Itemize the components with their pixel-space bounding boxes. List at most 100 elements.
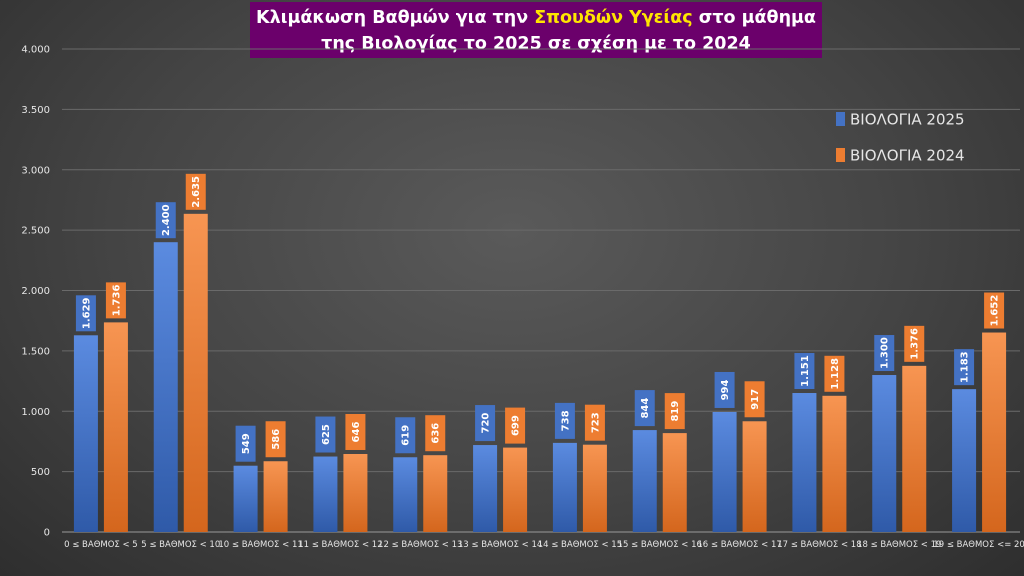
x-tick-label: 17 ≤ ΒΑΘΜΟΣ < 18 <box>777 540 861 550</box>
data-label-box <box>954 349 975 386</box>
legend-swatch <box>836 148 845 162</box>
bar-2025 <box>632 430 657 532</box>
data-label: 917 <box>750 389 761 410</box>
bars: 1.629 1.736 2.400 2.635 549 586 625 646 619 636 72… <box>73 173 1007 533</box>
data-label-box <box>345 413 366 450</box>
x-tick-label: 5 ≤ ΒΑΘΜΟΣ < 10 <box>141 540 220 550</box>
bar-2025 <box>393 457 418 532</box>
title-line1-pre: Κλιμάκωση Βαθμών για την <box>256 8 535 28</box>
x-tick-label: 0 ≤ ΒΑΘΜΟΣ < 5 <box>64 540 138 550</box>
data-label: 723 <box>590 412 601 433</box>
data-label-box <box>505 407 526 444</box>
bar-2024 <box>503 447 528 532</box>
data-label: 1.736 <box>111 285 122 317</box>
x-tick-label: 15 ≤ ΒΑΘΜΟΣ < 16 <box>618 540 702 550</box>
data-label: 994 <box>720 379 731 400</box>
bar-2025 <box>153 242 178 532</box>
data-label: 1.652 <box>990 295 1001 327</box>
y-tick-label: 4.000 <box>21 45 50 56</box>
data-label-box <box>315 416 336 453</box>
y-tick-label: 1.000 <box>21 407 50 418</box>
x-tick-label: 13 ≤ ΒΑΘΜΟΣ < 14 <box>458 540 542 550</box>
bar-2024 <box>103 322 128 532</box>
data-label-box <box>874 335 895 372</box>
bar-2024 <box>982 332 1007 532</box>
bar-2025 <box>73 335 98 532</box>
bar-2025 <box>552 442 577 532</box>
data-label: 720 <box>481 413 492 434</box>
data-label: 819 <box>670 401 681 422</box>
data-label-box <box>634 390 655 427</box>
y-tick-label: 2.000 <box>21 286 50 297</box>
x-tick-label: 19 ≤ ΒΑΘΜΟΣ <= 20 <box>933 540 1024 550</box>
data-label: 2.400 <box>161 204 172 236</box>
y-tick-label: 3.500 <box>21 105 50 116</box>
data-label-box <box>155 202 176 239</box>
data-label-box <box>75 295 96 332</box>
bar-2025 <box>872 375 897 532</box>
data-label-box <box>235 425 256 462</box>
bar-2025 <box>952 389 977 532</box>
y-tick-label: 500 <box>31 467 50 478</box>
x-tick-label: 12 ≤ ΒΑΘΜΟΣ < 13 <box>378 540 462 550</box>
data-label-box <box>904 325 925 362</box>
bar-2025 <box>313 456 338 532</box>
data-label: 1.128 <box>830 358 841 390</box>
title-line1-post: στο μάθημα <box>692 8 816 28</box>
bar-2025 <box>233 465 258 532</box>
data-label: 1.376 <box>910 328 921 360</box>
y-tick-label: 1.500 <box>21 346 50 357</box>
data-label: 646 <box>351 422 362 443</box>
bar-2024 <box>822 395 847 532</box>
bar-2024 <box>662 433 687 532</box>
gridlines <box>62 48 1020 533</box>
data-label: 738 <box>560 410 571 431</box>
x-tick-label: 11 ≤ ΒΑΘΜΟΣ < 12 <box>298 540 382 550</box>
data-label: 1.300 <box>880 337 891 369</box>
bar-2024 <box>742 421 767 532</box>
bar-2024 <box>902 365 927 532</box>
x-tick-label: 18 ≤ ΒΑΘΜΟΣ < 19 <box>857 540 941 550</box>
x-tick-label: 14 ≤ ΒΑΘΜΟΣ < 15 <box>538 540 622 550</box>
data-label-box <box>984 292 1005 329</box>
data-label-box <box>185 173 206 210</box>
legend-swatch <box>836 112 845 126</box>
data-label-box <box>744 381 765 418</box>
data-label: 619 <box>401 425 412 446</box>
y-tick-label: 0 <box>44 528 50 539</box>
y-tick-label: 3.000 <box>21 165 50 176</box>
data-label-box <box>584 404 605 441</box>
legend-label: ΒΙΟΛΟΓΙΑ 2024 <box>850 147 965 165</box>
bar-2025 <box>712 411 737 532</box>
title-line1-highlight: Σπουδών Υγείας <box>534 8 693 28</box>
bar-2024 <box>582 444 607 532</box>
data-label-box <box>794 353 815 390</box>
data-label: 699 <box>511 415 522 436</box>
bar-2024 <box>263 461 288 532</box>
chart-title-line1: Κλιμάκωση Βαθμών για την Σπουδών Υγείας … <box>250 5 822 31</box>
bar-2025 <box>473 445 498 532</box>
data-label-box <box>105 282 126 319</box>
data-label-box <box>395 417 416 454</box>
data-label: 1.629 <box>81 297 92 329</box>
x-tick-label: 10 ≤ ΒΑΘΜΟΣ < 11 <box>218 540 302 550</box>
y-axis: 0 500 1.000 1.500 2.000 2.500 3.000 3.500 4.000 <box>21 45 50 539</box>
data-label: 1.151 <box>800 355 811 387</box>
data-label-box <box>425 415 446 452</box>
data-label-box <box>664 393 685 430</box>
data-label: 549 <box>241 433 252 454</box>
bar-2024 <box>343 453 368 532</box>
bar-2024 <box>183 213 208 533</box>
legend: ΒΙΟΛΟΓΙΑ 2025 ΒΙΟΛΟΓΙΑ 2024 <box>836 111 965 165</box>
data-label: 1.183 <box>960 351 971 383</box>
y-tick-label: 2.500 <box>21 226 50 237</box>
bar-2024 <box>423 455 448 532</box>
data-label: 625 <box>321 424 332 445</box>
legend-label: ΒΙΟΛΟΓΙΑ 2025 <box>850 111 965 129</box>
data-label-box <box>714 371 735 408</box>
data-label: 2.635 <box>191 176 202 208</box>
data-label: 844 <box>640 398 651 419</box>
data-label-box <box>824 355 845 392</box>
